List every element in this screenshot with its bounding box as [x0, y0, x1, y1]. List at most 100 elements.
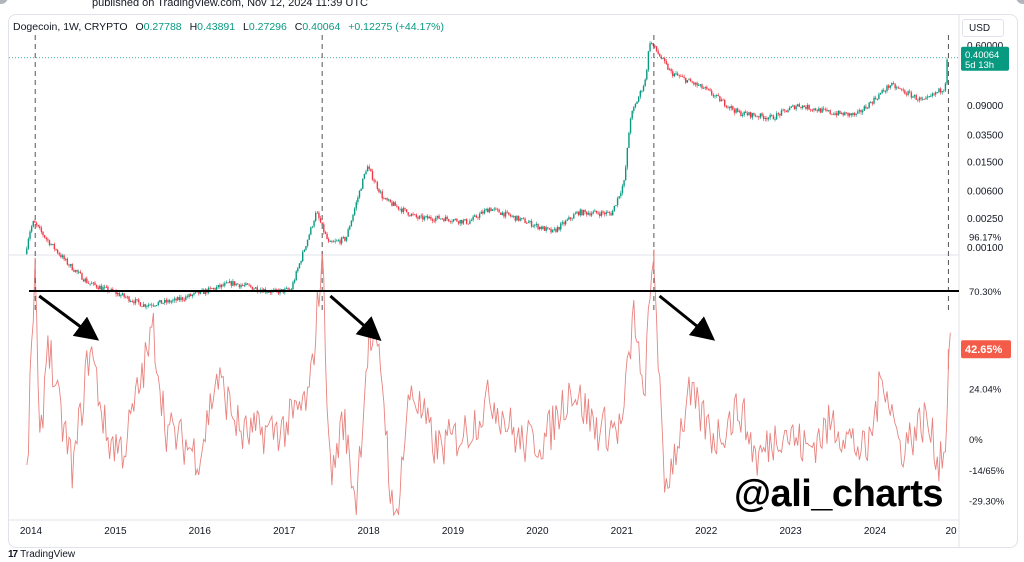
price-tick-label: 0.09000 — [967, 101, 1004, 112]
candle-body — [334, 240, 336, 242]
change-value: +0.12275 (+44.17%) — [348, 21, 445, 33]
candle-body — [899, 88, 901, 89]
candle-body — [76, 270, 78, 272]
candle-body — [449, 221, 452, 222]
candle-body — [498, 209, 500, 213]
candle-body — [225, 282, 228, 284]
candle-body — [633, 107, 635, 111]
candle-body — [823, 108, 825, 110]
candle-body — [525, 222, 528, 224]
candle-body — [464, 219, 466, 221]
candle-body — [629, 118, 632, 133]
candle-body — [646, 69, 648, 80]
candle-body — [129, 301, 132, 302]
tradingview-logo-text: TradingView — [20, 549, 76, 560]
candle-body — [99, 285, 101, 290]
candle-body — [792, 105, 794, 107]
candle-body — [352, 214, 354, 221]
candle-body — [35, 222, 38, 225]
candle-body — [194, 292, 197, 293]
open-label: O — [135, 21, 144, 33]
arrow-pointing-up-left-icon — [38, 294, 100, 341]
candle-body — [431, 219, 434, 221]
candle-body — [764, 118, 766, 119]
candle-body — [146, 305, 148, 307]
candle-body — [40, 227, 43, 232]
candle-body — [402, 208, 405, 213]
candle-body — [662, 58, 664, 59]
candle-body — [302, 251, 304, 262]
candle-body — [668, 69, 671, 71]
price-tick-label: 0.60000 — [967, 41, 1004, 52]
candle-body — [465, 219, 468, 224]
candle-body — [553, 228, 555, 230]
candle-body — [511, 216, 513, 217]
candle-body — [736, 108, 739, 112]
candle-body — [886, 85, 888, 92]
candle-body — [524, 218, 526, 223]
chart-frame[interactable]: 0.60000 0.09000 0.03500 0.01500 0.00600 0.002… — [8, 14, 1018, 548]
candle-body — [290, 289, 293, 291]
candle-body — [534, 224, 536, 226]
candle-body — [659, 53, 661, 57]
candle-body — [667, 63, 669, 70]
candle-body — [589, 213, 591, 216]
candle-body — [551, 229, 554, 233]
candle-body — [94, 282, 96, 285]
grid — [9, 15, 960, 547]
candle-body — [58, 253, 60, 255]
oscillator-tick-label: 24.04% — [969, 384, 1002, 395]
candle-body — [47, 239, 49, 241]
candle-body — [73, 270, 75, 272]
candle-body — [267, 291, 270, 293]
candle-body — [84, 278, 86, 282]
candle-body — [624, 167, 627, 181]
candle-body — [126, 296, 129, 298]
candle-body — [787, 110, 789, 113]
candle-body — [474, 215, 476, 217]
candle-body — [566, 219, 568, 221]
candle-body — [376, 182, 379, 189]
candle-body — [597, 212, 599, 214]
candle-body — [513, 215, 515, 217]
candle-body — [89, 283, 91, 285]
candle-body — [831, 113, 833, 115]
candle-body — [538, 226, 541, 230]
candle-body — [852, 113, 854, 116]
candle-body — [444, 216, 447, 222]
currency-button[interactable]: USD — [962, 19, 1004, 37]
candle-body — [475, 215, 478, 218]
candle-body — [870, 102, 872, 104]
candle-body — [251, 286, 254, 290]
candle-body — [654, 45, 656, 47]
last-price-badge — [961, 46, 1009, 71]
candle-body — [883, 90, 885, 92]
candle-body — [573, 214, 575, 219]
window-dot-left-icon — [0, 0, 8, 4]
candle-body — [647, 51, 650, 70]
candle-body — [769, 114, 771, 118]
candle-body — [469, 220, 471, 224]
candle-body — [576, 211, 578, 214]
arrow-pointing-up-left-icon — [329, 294, 382, 341]
candle-body — [274, 289, 276, 291]
candle-body — [701, 84, 703, 89]
candle-body — [621, 186, 624, 193]
candle-body — [240, 285, 242, 288]
candle-body — [693, 82, 695, 85]
candle-body — [55, 249, 57, 250]
candle-body — [722, 99, 724, 101]
candle-body — [141, 306, 143, 308]
candle-body — [495, 208, 497, 210]
candle-body — [707, 88, 710, 90]
candle-body — [159, 300, 161, 303]
candle-body — [758, 116, 760, 118]
candle-body — [65, 258, 67, 260]
candle-body — [837, 110, 840, 116]
candle-body — [892, 83, 895, 85]
candle-body — [373, 179, 375, 182]
low-label: L — [243, 21, 249, 33]
chart-svg[interactable]: 0.60000 0.09000 0.03500 0.01500 0.00600 0.002… — [9, 15, 1017, 547]
candle-body — [813, 108, 815, 111]
